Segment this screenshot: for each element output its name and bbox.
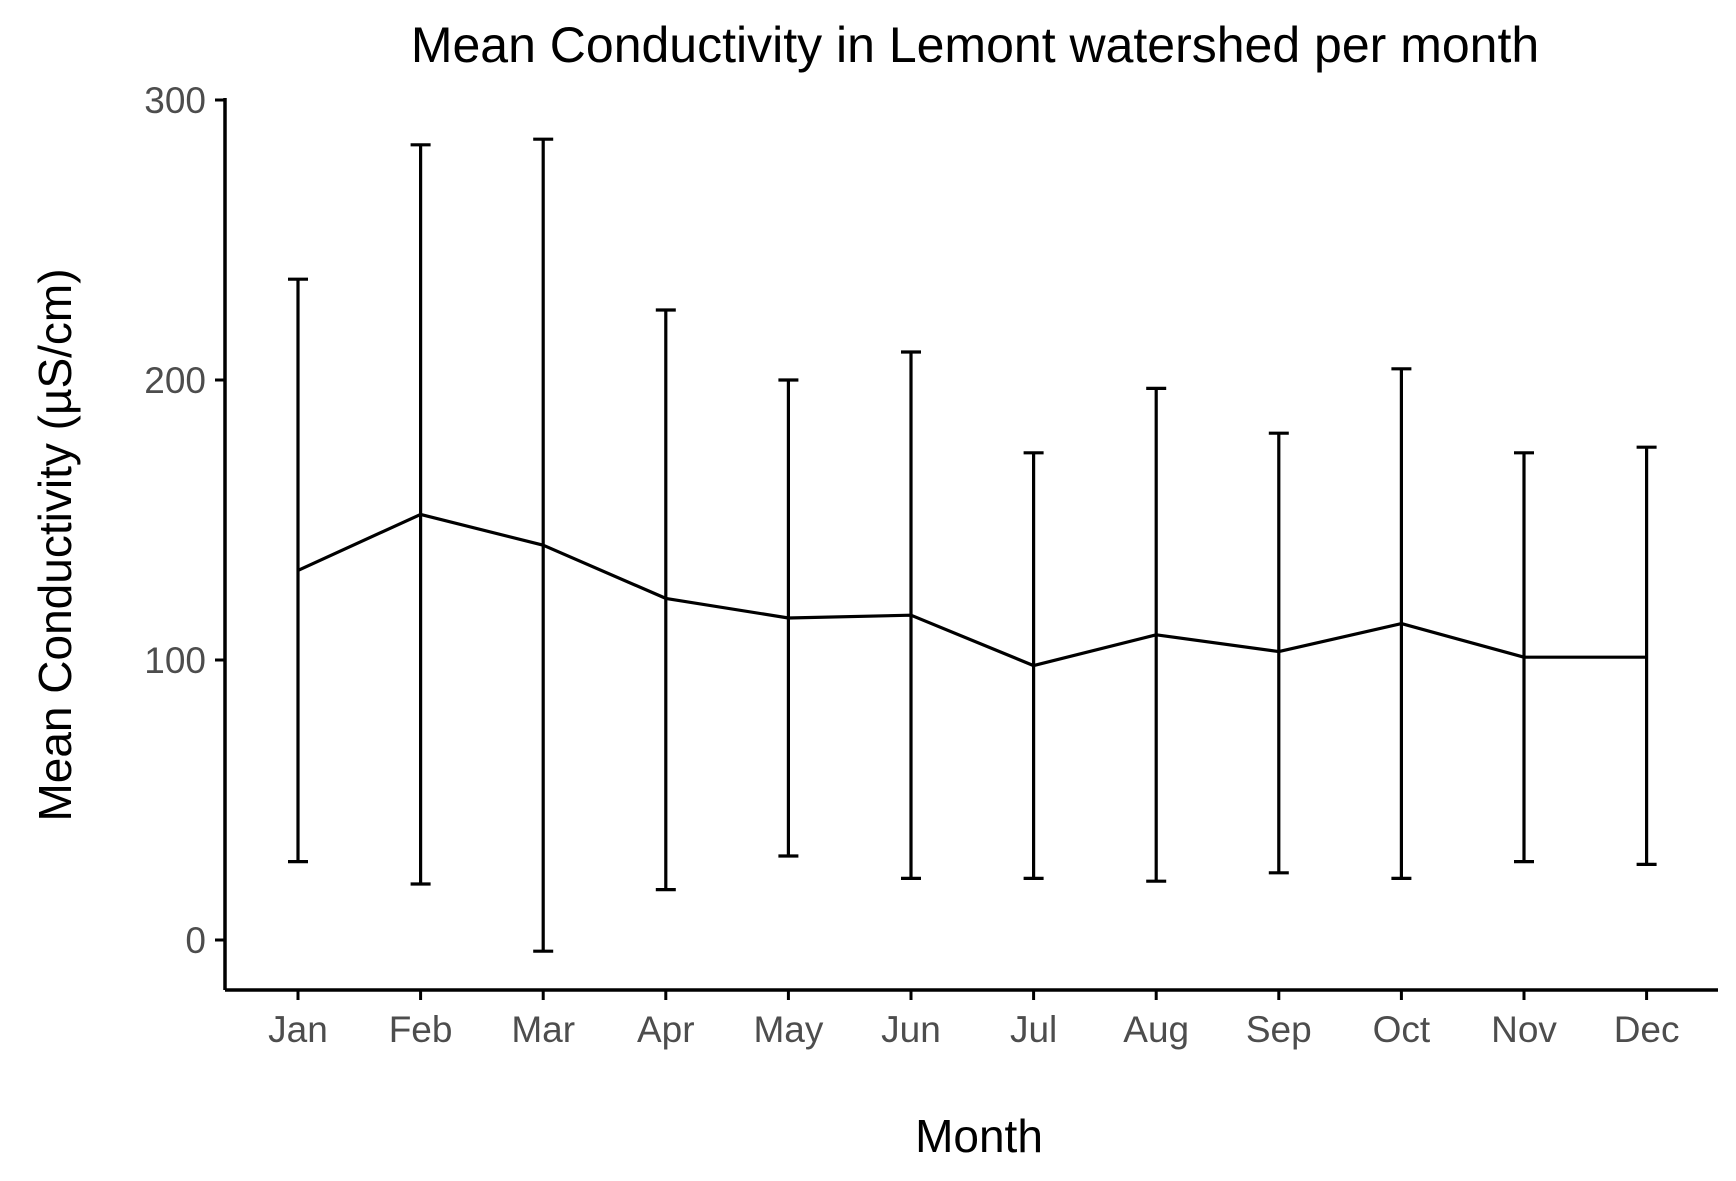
y-tick-label: 100: [144, 640, 206, 681]
y-axis-title: Mean Conductivity (µS/cm): [29, 268, 81, 821]
y-tick-label: 300: [144, 80, 206, 121]
x-tick-label: Jul: [1010, 1009, 1057, 1050]
x-tick-label: Feb: [389, 1009, 453, 1050]
plot-area: [288, 137, 1657, 953]
x-tick-label: Oct: [1373, 1009, 1431, 1050]
x-tick-label: Jun: [881, 1009, 941, 1050]
x-tick-label: Dec: [1614, 1009, 1680, 1050]
axes: 0 100 200 300 Jan Feb Mar Apr May Jun Jul Aug Sep Oct…: [144, 80, 1718, 1050]
x-tick-label: Aug: [1123, 1009, 1189, 1050]
x-tick-label: Mar: [511, 1009, 575, 1050]
chart-title: Mean Conductivity in Lemont watershed pe…: [411, 17, 1539, 73]
mean-conductivity-line: [297, 512, 1647, 668]
x-tick-label: Sep: [1246, 1009, 1312, 1050]
x-tick-label: Jan: [268, 1009, 328, 1050]
x-tick-label: Nov: [1491, 1009, 1557, 1050]
x-tick-label: May: [753, 1009, 823, 1050]
x-tick-label: Apr: [637, 1009, 695, 1050]
y-tick-label: 200: [144, 360, 206, 401]
x-axis-title: Month: [915, 1110, 1043, 1162]
y-tick-label: 0: [185, 920, 206, 961]
